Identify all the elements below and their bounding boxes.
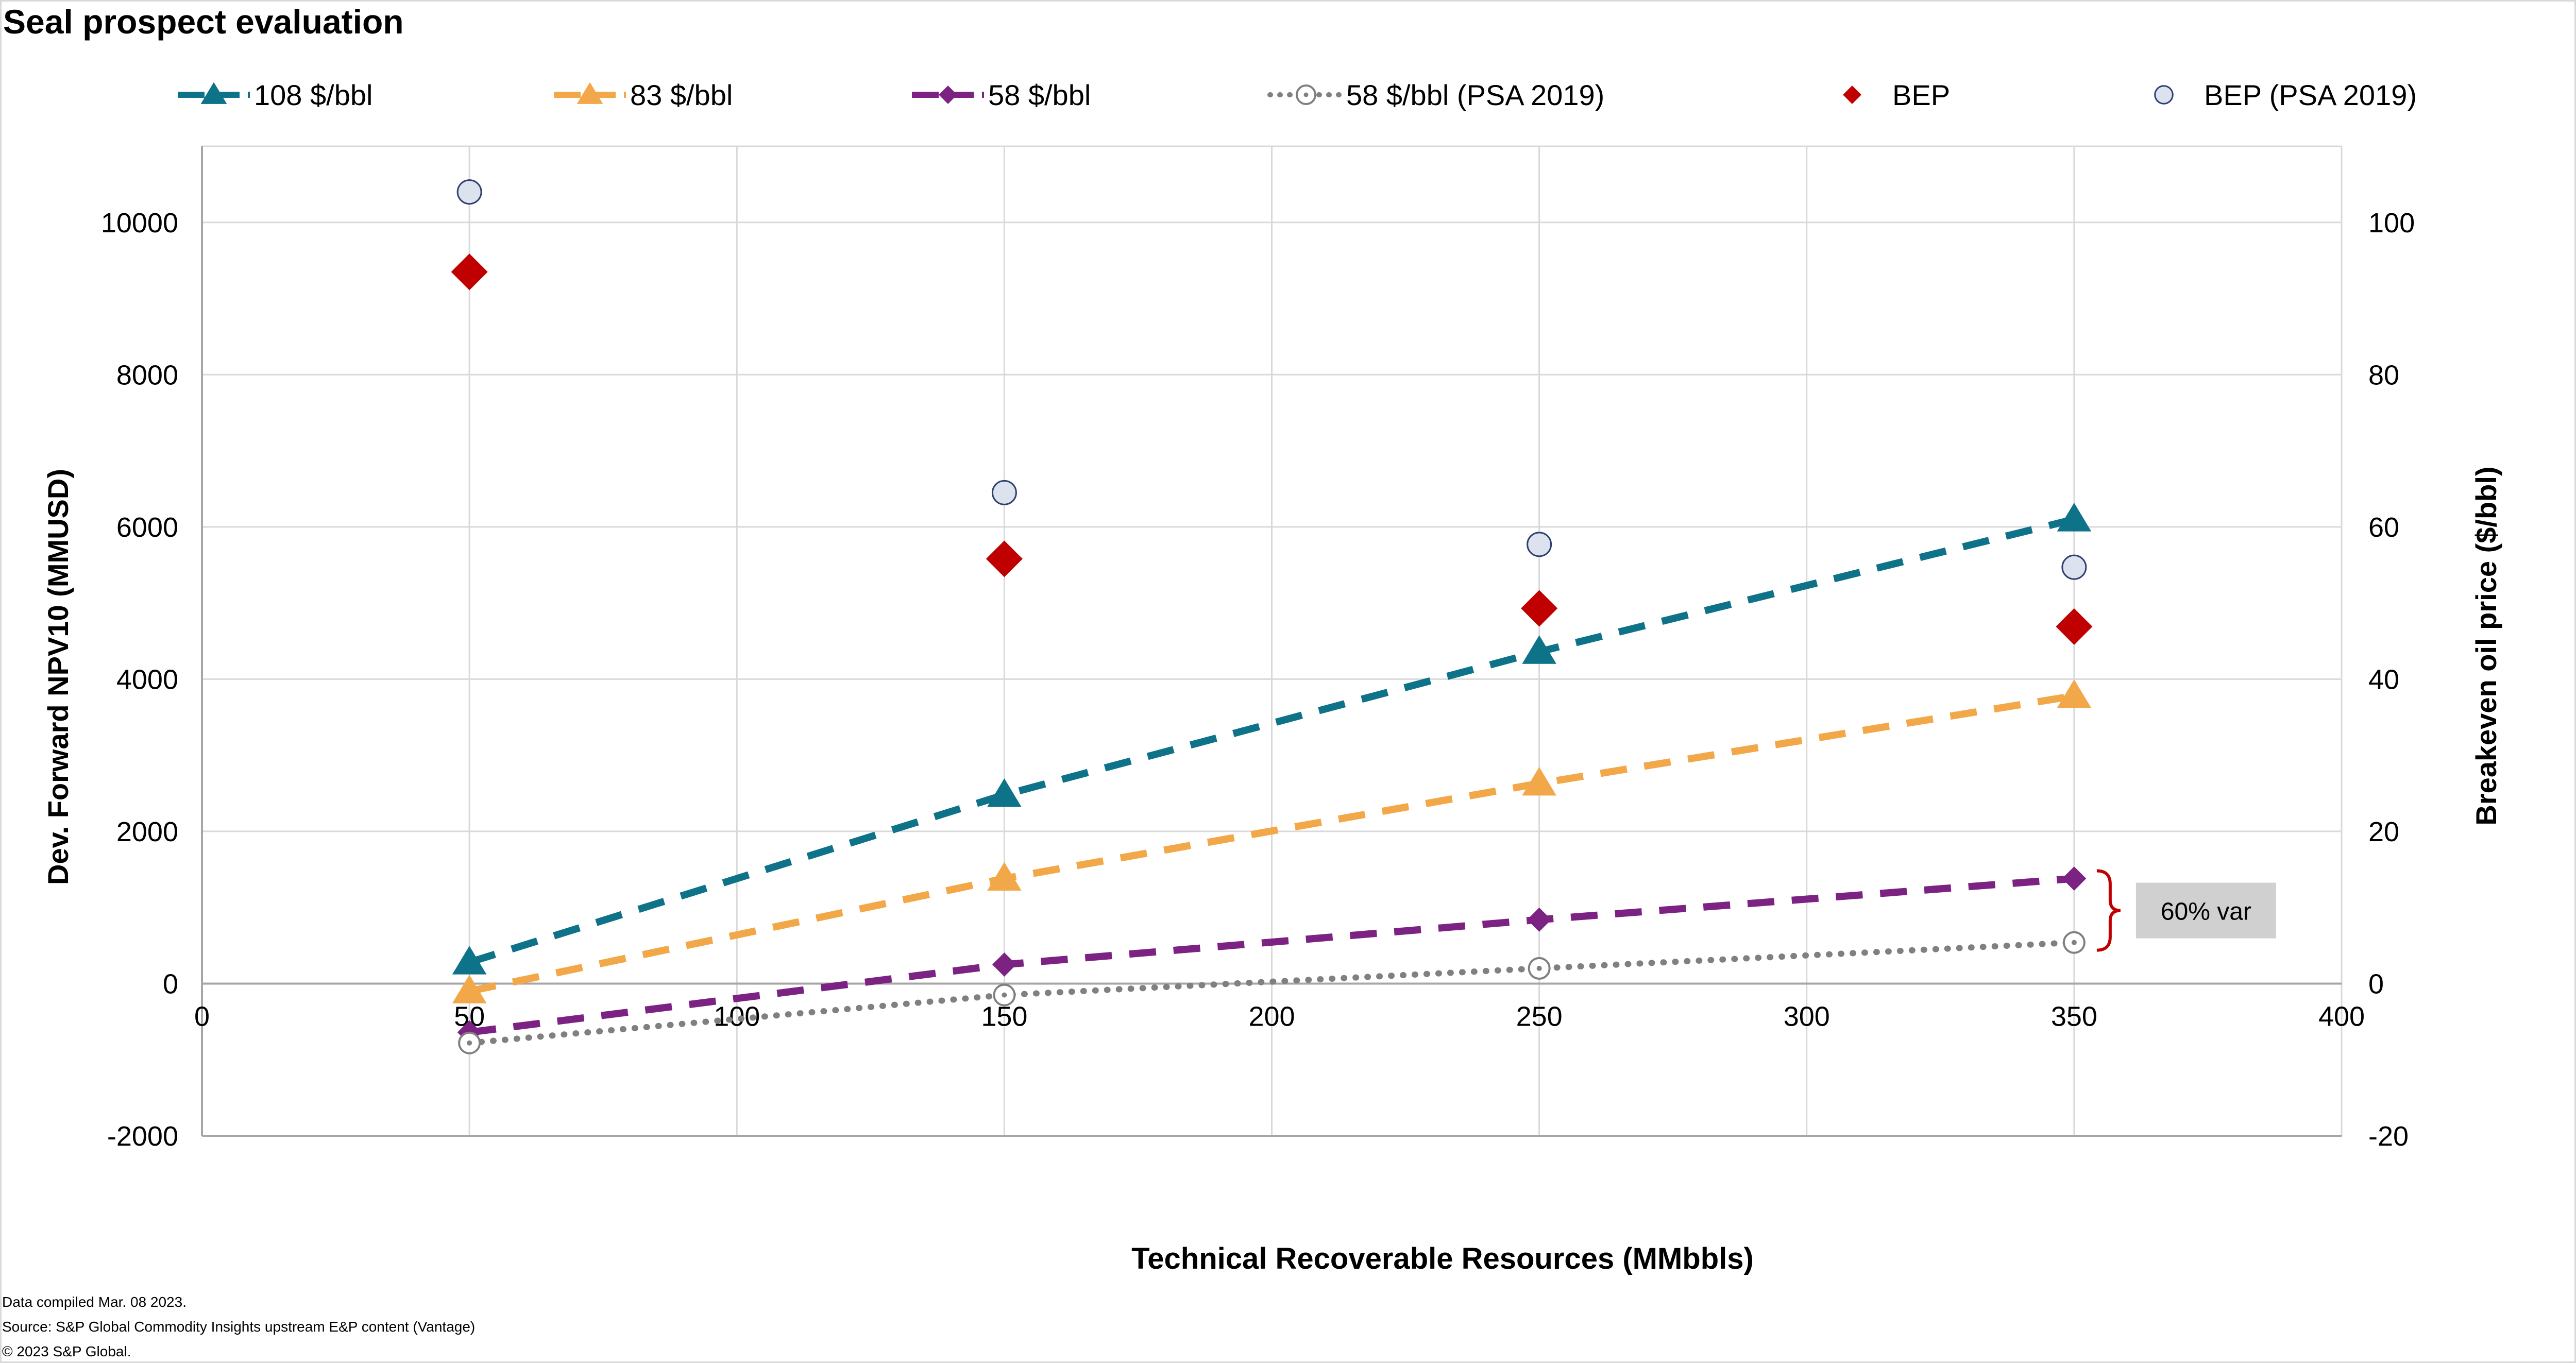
series-line <box>466 939 2077 1046</box>
diamond-marker <box>1527 907 1552 932</box>
legend-item: BEP <box>1843 79 1950 111</box>
legend-item: 58 $/bbl (PSA 2019) <box>1267 79 1604 111</box>
legend: 108 $/bbl 83 $/bbl 58 $/bbl 58 $/bbl (PSA 2… <box>178 79 2417 111</box>
y2-tick-label: 60 <box>2368 512 2399 543</box>
series-layer <box>451 179 2093 1054</box>
legend-item: 58 $/bbl <box>912 79 1091 111</box>
series-5 <box>456 179 2087 580</box>
grid-lines <box>201 145 2343 1137</box>
triangle-marker <box>2057 503 2092 532</box>
legend-item: 108 $/bbl <box>178 79 372 111</box>
triangle-marker <box>577 82 603 104</box>
legend-label: 58 $/bbl (PSA 2019) <box>1346 79 1604 111</box>
y-tick-label: 4000 <box>116 664 178 695</box>
legend-label: 58 $/bbl <box>988 79 1091 111</box>
y2-tick-label: -20 <box>2368 1121 2409 1152</box>
triangle-marker <box>452 975 487 1003</box>
x-tick-label: 350 <box>2051 1001 2097 1032</box>
x-tick-label: 300 <box>1784 1001 1830 1032</box>
y-axis-label: Dev. Forward NPV10 (MMUSD) <box>42 469 74 885</box>
y-tick-label: 2000 <box>116 816 178 847</box>
footer-source: Source: S&P Global Commodity Insights up… <box>2 1319 476 1335</box>
series-0 <box>452 503 2092 975</box>
legend-item: BEP (PSA 2019) <box>2154 79 2417 111</box>
triangle-marker <box>200 82 227 104</box>
triangle-marker <box>987 778 1022 807</box>
legend-label: BEP <box>1892 79 1950 111</box>
diamond-marker <box>2056 608 2093 645</box>
y2-tick-label: 100 <box>2368 208 2415 238</box>
diamond-marker <box>986 540 1023 577</box>
triangle-marker <box>987 862 1022 891</box>
open-circle-marker <box>2062 931 2086 954</box>
series-line <box>468 692 2075 995</box>
series-1 <box>452 679 2092 1003</box>
circle-marker <box>2061 554 2087 580</box>
legend-label: BEP (PSA 2019) <box>2204 79 2417 111</box>
y-tick-label: 0 <box>163 968 178 999</box>
open-circle-marker <box>458 1031 481 1054</box>
triangle-marker <box>1522 635 1556 664</box>
open-circle-marker <box>1296 84 1316 105</box>
series-line <box>468 516 2075 966</box>
circle-marker <box>2154 85 2174 105</box>
triangle-marker <box>2057 679 2092 708</box>
series-4 <box>451 253 2093 645</box>
y2-tick-label: 0 <box>2368 968 2384 999</box>
diamond-marker <box>2062 866 2087 891</box>
y-tick-label: 6000 <box>116 512 178 543</box>
open-circle-marker <box>993 983 1016 1007</box>
legend-item: 83 $/bbl <box>554 79 733 111</box>
axes: 0 50 100 150 200 250 300 350 400-200002000400060… <box>101 146 2415 1152</box>
x-tick-label: 200 <box>1248 1001 1295 1032</box>
x-tick-label: 0 <box>194 1001 210 1032</box>
y-tick-label: -2000 <box>107 1121 178 1152</box>
axis-labels: Technical Recoverable Resources (MMbbls)… <box>42 466 2502 1275</box>
variance-annotation: 60% var <box>2096 869 2276 952</box>
legend-label: 83 $/bbl <box>630 79 733 111</box>
y2-tick-label: 80 <box>2368 360 2399 390</box>
annotation-label: 60% var <box>2161 898 2251 926</box>
series-3 <box>458 931 2086 1054</box>
y2-tick-label: 40 <box>2368 664 2399 695</box>
diamond-marker <box>1843 86 1861 104</box>
triangle-marker <box>1522 766 1556 796</box>
annotation-box <box>2136 882 2276 939</box>
open-circle-marker <box>1528 957 1551 980</box>
diamond-marker <box>1521 590 1558 627</box>
triangle-marker <box>452 946 487 975</box>
annotation-layer: 60% var <box>2096 869 2276 952</box>
x-tick-label: 250 <box>1516 1001 1563 1032</box>
circle-marker <box>1527 532 1552 557</box>
diamond-marker <box>939 86 957 104</box>
circle-marker <box>991 480 1017 505</box>
series-line <box>469 875 2075 1036</box>
circle-marker <box>456 179 482 205</box>
chart-title: Seal prospect evaluation <box>3 3 404 41</box>
y-tick-label: 8000 <box>116 360 178 390</box>
legend-label: 108 $/bbl <box>254 79 372 111</box>
x-axis-label: Technical Recoverable Resources (MMbbls) <box>1131 1242 1754 1275</box>
y-tick-label: 10000 <box>101 208 178 238</box>
footer-copyright: © 2023 S&P Global. <box>2 1343 131 1359</box>
y2-axis-label: Breakeven oil price ($/bbl) <box>2470 466 2502 825</box>
diamond-marker <box>992 952 1016 977</box>
diamond-marker <box>451 253 488 291</box>
x-tick-label: 400 <box>2318 1001 2365 1032</box>
y2-tick-label: 20 <box>2368 816 2399 847</box>
footer-compiled-date: Data compiled Mar. 08 2023. <box>2 1294 187 1310</box>
